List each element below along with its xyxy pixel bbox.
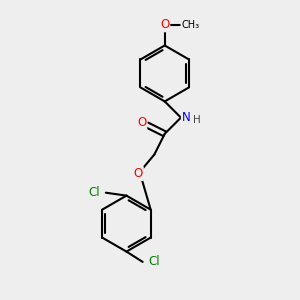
Text: CH₃: CH₃ bbox=[181, 20, 200, 30]
Text: H: H bbox=[193, 115, 201, 125]
Text: O: O bbox=[134, 167, 143, 180]
Text: N: N bbox=[182, 111, 190, 124]
Text: Cl: Cl bbox=[148, 255, 160, 268]
Text: O: O bbox=[137, 116, 146, 129]
Text: Cl: Cl bbox=[89, 186, 100, 199]
Text: O: O bbox=[160, 18, 169, 32]
